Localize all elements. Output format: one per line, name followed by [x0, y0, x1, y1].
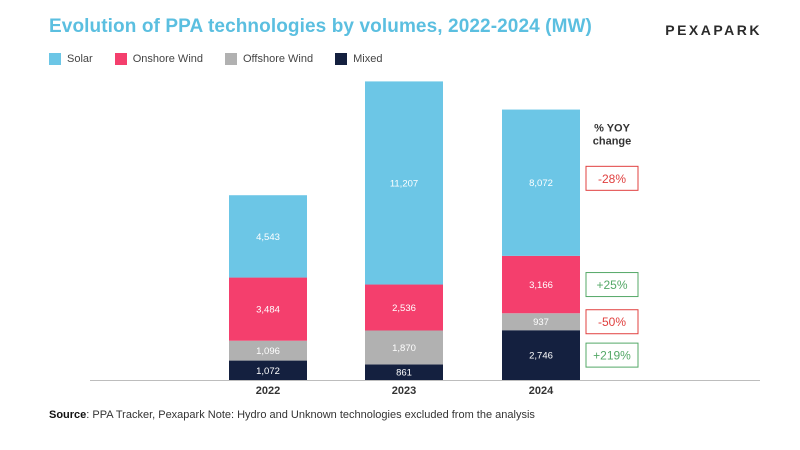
bar-solar-2023	[365, 81, 443, 285]
chart-title: Evolution of PPA technologies by volumes…	[49, 16, 592, 37]
bar-offshore-wind-2024	[502, 313, 580, 331]
pexapark-logo: PEXAPARK	[665, 22, 762, 38]
data-label-solar-2023: 11,207	[390, 178, 418, 189]
bar-solar-2024	[502, 109, 580, 256]
bar-onshore-wind-2023	[365, 284, 443, 331]
yoy-box-offshore-wind	[585, 309, 639, 335]
legend-item-onshore-wind: Onshore Wind	[114, 53, 203, 65]
legend-label-onshore-wind: Onshore Wind	[132, 53, 203, 65]
bar-onshore-wind-2024	[502, 255, 580, 314]
source-note: Source: PPA Tracker, Pexapark Note: Hydr…	[49, 409, 535, 421]
bar-offshore-wind-2022	[229, 340, 307, 361]
data-label-offshore-wind-2022: 1,096	[256, 346, 280, 357]
bar-mixed-2024	[502, 330, 580, 380]
yoy-box-onshore-wind	[585, 272, 639, 298]
yoy-label-offshore-wind: -50%	[598, 315, 626, 329]
yoy-label-mixed: +219%	[593, 349, 631, 363]
legend-item-solar: Solar	[49, 53, 93, 65]
legend-label-mixed: Mixed	[353, 53, 383, 65]
x-tick-label-2024: 2024	[529, 385, 554, 397]
yoy-box-mixed	[585, 342, 639, 368]
legend-label-solar: Solar	[67, 53, 93, 65]
data-label-onshore-wind-2024: 3,166	[529, 280, 553, 291]
data-label-offshore-wind-2024: 937	[533, 317, 549, 328]
source-text: : PPA Tracker, Pexapark Note: Hydro and …	[86, 409, 535, 421]
legend-item-mixed: Mixed	[335, 53, 382, 65]
x-tick-label-2023: 2023	[392, 385, 416, 397]
legend: Solar Onshore Wind Offshore Wind Mixed	[49, 53, 382, 65]
data-label-onshore-wind-2022: 3,484	[256, 305, 280, 316]
x-tick-label-2022: 2022	[256, 385, 280, 397]
bar-mixed-2023	[365, 364, 443, 380]
yoy-title-line-2: change	[593, 136, 632, 148]
yoy-label-onshore-wind: +25%	[596, 278, 627, 292]
bar-offshore-wind-2023	[365, 330, 443, 365]
yoy-box-solar	[585, 165, 639, 191]
bar-mixed-2022	[229, 360, 307, 380]
legend-swatch-offshore-wind	[225, 53, 237, 65]
data-label-solar-2022: 4,543	[256, 232, 280, 243]
data-label-offshore-wind-2023: 1,870	[392, 343, 416, 354]
legend-label-offshore-wind: Offshore Wind	[243, 53, 314, 65]
data-label-mixed-2023: 861	[396, 368, 412, 379]
bar-onshore-wind-2022	[229, 277, 307, 341]
data-label-mixed-2024: 2,746	[529, 351, 553, 362]
yoy-title-line-1: % YOY	[594, 123, 631, 135]
bar-solar-2022	[229, 195, 307, 278]
data-label-mixed-2022: 1,072	[256, 366, 280, 377]
legend-item-offshore-wind: Offshore Wind	[225, 53, 313, 65]
legend-swatch-mixed	[335, 53, 348, 65]
source-label: Source	[49, 409, 87, 421]
legend-swatch-solar	[49, 53, 61, 65]
data-label-onshore-wind-2023: 2,536	[392, 303, 416, 314]
yoy-label-solar: -28%	[598, 172, 626, 186]
data-label-solar-2024: 8,072	[529, 178, 553, 189]
legend-swatch-onshore-wind	[114, 53, 127, 65]
